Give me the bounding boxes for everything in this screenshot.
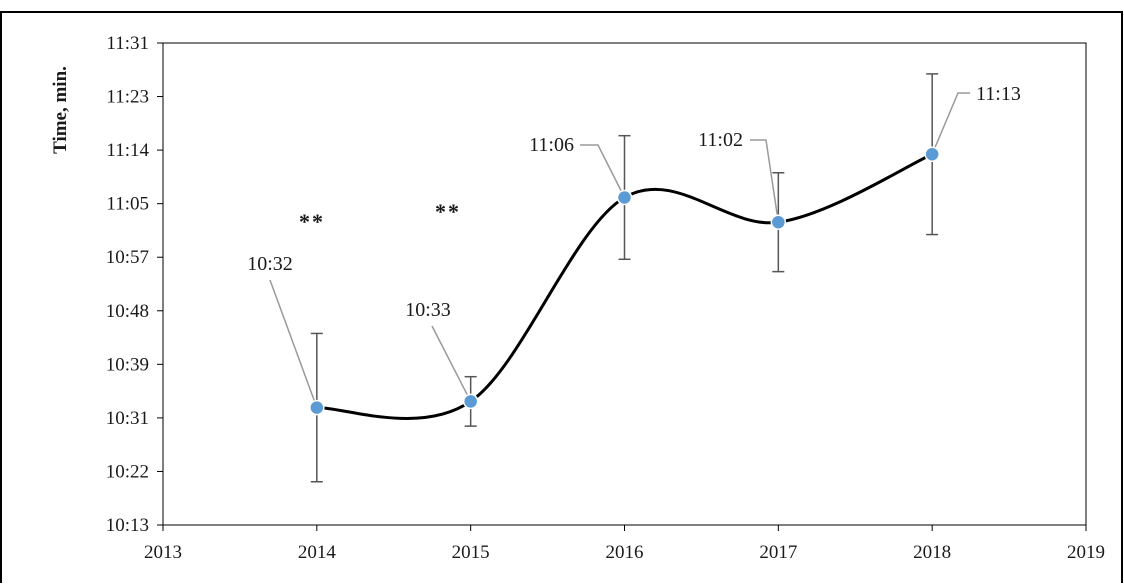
data-label-leaders <box>269 92 970 408</box>
y-tick-label-7: 11:14 <box>106 140 149 161</box>
y-tick-label-2: 10:31 <box>106 408 149 429</box>
data-point-2017 <box>770 214 787 230</box>
plot-area <box>162 42 1087 526</box>
y-tick-label-8: 11:23 <box>106 87 149 108</box>
leader-line-2 <box>580 144 626 198</box>
x-tick-label-2017: 2017 <box>759 542 797 563</box>
data-point-2014 <box>309 399 325 416</box>
y-tick-label-3: 10:39 <box>106 354 149 375</box>
x-axis: 2013 2014 2015 2016 2017 2018 2019 <box>144 525 1105 563</box>
x-tick-label-2014: 2014 <box>298 542 337 563</box>
data-point-2015 <box>462 393 479 410</box>
leader-line-3 <box>750 139 780 223</box>
data-point-2016 <box>616 189 633 206</box>
data-label-2016: 11:06 <box>529 134 574 156</box>
y-tick-label-5: 10:57 <box>106 247 149 268</box>
data-markers <box>309 146 940 416</box>
y-axis: 10:13 10:22 10:31 10:39 10:48 10:57 11:05 11:14… <box>106 33 163 536</box>
leader-line-4 <box>931 92 970 155</box>
y-tick-label-4: 10:48 <box>106 301 149 322</box>
data-label-2017: 11:02 <box>698 129 743 151</box>
leader-line-1 <box>431 325 472 402</box>
y-tick-label-6: 11:05 <box>106 194 149 215</box>
outer-border <box>0 11 1123 585</box>
data-point-2018 <box>924 146 940 162</box>
significance-mark-2014: ** <box>299 209 325 234</box>
significance-mark-2015: ** <box>435 199 461 224</box>
x-tick-label-2013: 2013 <box>144 542 182 563</box>
data-label-2015: 10:33 <box>405 299 451 321</box>
data-labels: 10:32 10:33 11:06 11:02 11:13 <box>247 83 1021 321</box>
significance-notes: ** ** <box>299 199 461 234</box>
x-tick-label-2015: 2015 <box>452 542 490 563</box>
x-tick-label-2018: 2018 <box>913 542 951 563</box>
y-tick-label-1: 10:22 <box>106 461 149 482</box>
y-tick-label-0: 10:13 <box>106 515 149 536</box>
data-label-2014: 10:32 <box>247 253 293 275</box>
y-axis-title: Time, min. <box>50 66 71 154</box>
error-bars <box>310 73 939 483</box>
y-tick-label-9: 11:31 <box>106 33 149 54</box>
x-tick-label-2016: 2016 <box>606 542 644 563</box>
leader-line-0 <box>269 279 318 408</box>
x-tick-label-2019: 2019 <box>1067 542 1105 563</box>
data-label-2018: 11:13 <box>976 83 1021 105</box>
